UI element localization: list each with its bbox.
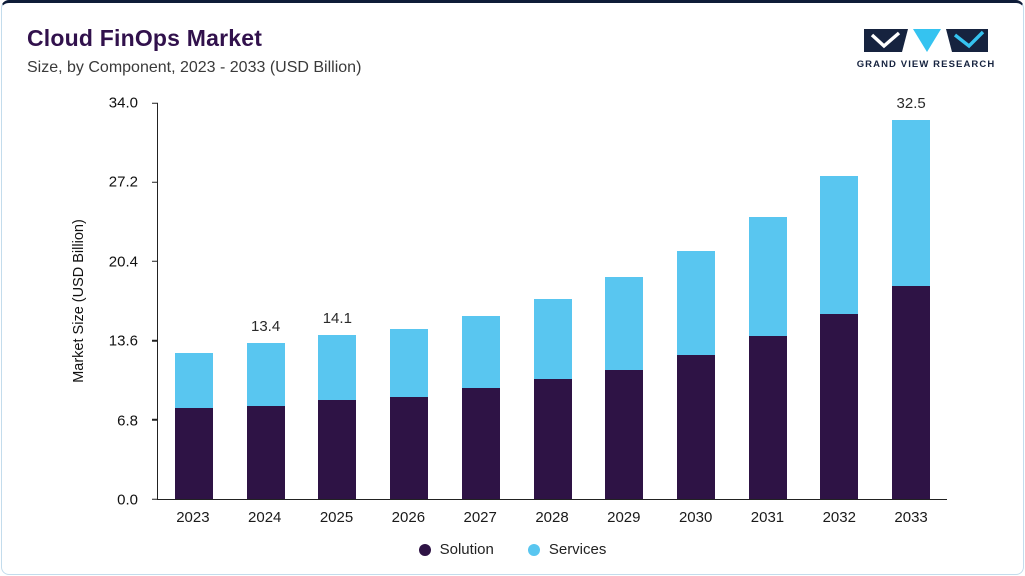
- bar-segment-services: [892, 120, 931, 286]
- bar-segment-services: [748, 217, 787, 336]
- bar-2032: [820, 103, 859, 499]
- legend-swatch: [418, 543, 431, 556]
- bar-2025: [318, 103, 357, 499]
- bar-segment-services: [318, 334, 357, 400]
- legend-item-solution: Solution: [418, 541, 494, 558]
- y-tick-mark: [152, 102, 158, 104]
- bar-2030: [676, 103, 715, 499]
- bar-2024: [246, 103, 285, 499]
- y-tick-label: 6.8: [117, 412, 138, 430]
- bar-segment-services: [174, 353, 213, 409]
- gvr-logo-icon: [864, 29, 988, 52]
- plot-area: 13.4 14.1 32.5: [152, 95, 947, 500]
- y-tick-label: 34.0: [108, 94, 138, 112]
- x-tick-label: 2030: [678, 509, 713, 526]
- bar-2026: [390, 103, 429, 499]
- x-tick-label: 2024: [248, 509, 282, 526]
- bar-segment-solution: [676, 354, 715, 499]
- legend-label-services: Services: [548, 541, 607, 558]
- y-axis-title: Market Size (USD Billion): [71, 219, 87, 383]
- x-axis-labels: 2023 2024 2025 2026 2027 2028 2029 2030 2031 2032…: [157, 509, 947, 529]
- x-tick-label: 2032: [822, 509, 856, 526]
- bar-segment-services: [820, 176, 859, 314]
- bar-segment-solution: [461, 388, 500, 499]
- legend-item-services: Services: [527, 541, 607, 558]
- x-tick-label: 2027: [463, 509, 497, 526]
- y-tick-label: 13.6: [108, 332, 138, 350]
- y-tick-mark: [152, 419, 158, 421]
- x-tick-label: 2023: [176, 509, 210, 526]
- x-tick-label: 2029: [607, 509, 641, 526]
- bar-segment-services: [390, 328, 429, 397]
- x-tick-label: 2031: [750, 509, 785, 526]
- bar-2033: [892, 103, 931, 499]
- bar-segment-services: [605, 276, 644, 370]
- bar-segment-services: [246, 342, 285, 406]
- legend: Solution Services: [2, 541, 1023, 558]
- y-axis-ticks: 0.0 6.8 13.6 20.4 27.2 34.0: [102, 95, 150, 509]
- x-tick-label: 2026: [391, 509, 426, 526]
- bar-value-label: 32.5: [896, 95, 926, 113]
- bar-segment-services: [533, 298, 572, 380]
- y-tick-mark: [152, 498, 158, 500]
- chart-subtitle: Size, by Component, 2023 - 2033 (USD Bil…: [27, 59, 362, 76]
- header: Cloud FinOps Market Size, by Component, …: [27, 25, 361, 77]
- bar-2031: [748, 103, 787, 499]
- y-tick-mark: [152, 260, 158, 263]
- y-tick-label: 0.0: [117, 491, 138, 509]
- bar-value-label: 13.4: [250, 317, 281, 335]
- y-tick-mark: [152, 339, 158, 342]
- y-tick-label: 20.4: [108, 253, 138, 271]
- bar-segment-solution: [318, 400, 357, 499]
- legend-label-solution: Solution: [439, 541, 494, 558]
- bar-value-label: 14.1: [322, 309, 352, 327]
- brand-logo: GRAND VIEW RESEARCH: [851, 27, 1001, 70]
- bar-segment-solution: [892, 285, 931, 499]
- bar-segment-services: [461, 316, 500, 389]
- bar-2023: [174, 103, 213, 499]
- gvr-logo-text: GRAND VIEW RESEARCH: [856, 59, 996, 70]
- bar-segment-solution: [748, 335, 787, 499]
- chart-title: Cloud FinOps Market: [27, 25, 263, 51]
- x-tick-label: 2028: [535, 509, 569, 526]
- bar-segment-solution: [390, 396, 429, 499]
- bar-2027: [461, 103, 500, 499]
- legend-swatch: [527, 543, 540, 556]
- bar-segment-solution: [820, 313, 859, 499]
- y-tick-mark: [152, 181, 158, 183]
- bar-2029: [605, 103, 644, 499]
- x-tick-label: 2025: [319, 509, 354, 526]
- bar-segment-solution: [246, 405, 285, 499]
- x-tick-label: 2033: [894, 509, 928, 526]
- bar-segment-solution: [605, 369, 644, 499]
- y-tick-label: 27.2: [108, 173, 138, 191]
- bar-2028: [533, 103, 572, 499]
- bar-segment-services: [676, 250, 715, 355]
- bar-segment-solution: [533, 379, 572, 499]
- bar-segment-solution: [174, 408, 213, 499]
